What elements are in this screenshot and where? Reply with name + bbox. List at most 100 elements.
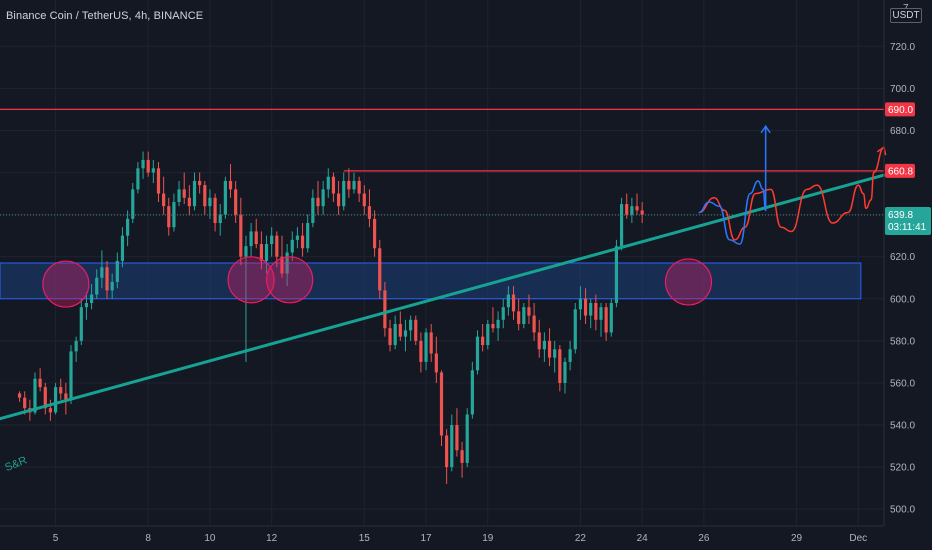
currency-button[interactable]: USDT <box>890 8 922 23</box>
candle <box>74 336 78 362</box>
ascending-trendline[interactable] <box>0 173 886 421</box>
candle-body <box>69 351 73 400</box>
candle <box>501 298 505 329</box>
candle <box>213 193 217 232</box>
candle-body <box>455 425 459 451</box>
candle-body <box>470 370 474 415</box>
candle-body <box>120 235 125 261</box>
candle <box>84 292 89 320</box>
candle <box>218 204 222 236</box>
candle-body <box>306 223 310 249</box>
candle <box>537 319 541 358</box>
candle-body <box>537 332 541 350</box>
candle-body <box>486 324 490 346</box>
candle <box>470 361 474 419</box>
highlight-circle[interactable] <box>664 258 713 306</box>
price-axis[interactable]: 500.0520.0540.0560.0580.0600.0620.0640.0… <box>883 0 915 526</box>
price-tick-label: 560.0 <box>890 378 915 389</box>
candle <box>141 151 145 179</box>
price-tags: 690.0 660.8 639.803:11:41 <box>885 102 931 236</box>
candle <box>547 328 552 367</box>
candle-body <box>172 201 176 228</box>
sr-zone[interactable] <box>0 262 862 300</box>
candle-body <box>151 168 155 173</box>
candle <box>300 223 305 257</box>
candle-body <box>115 260 119 282</box>
price-tick-label: 580.0 <box>890 336 915 347</box>
support-resistance-zone[interactable] <box>0 262 862 300</box>
candle <box>69 345 73 404</box>
circle-annotations[interactable]: S&R <box>3 256 713 474</box>
price-tick-label: 500.0 <box>890 505 915 516</box>
candle <box>362 185 366 215</box>
time-tick-label: 24 <box>637 533 649 544</box>
candle <box>388 319 392 352</box>
candle-body <box>383 290 387 329</box>
candle-body <box>95 277 99 295</box>
candle-body <box>167 206 171 228</box>
candle <box>89 284 94 310</box>
candle-body <box>517 311 521 325</box>
blue-projection-path[interactable] <box>698 126 767 245</box>
trendline-layer[interactable] <box>0 173 886 421</box>
candle <box>162 176 166 215</box>
candle-body <box>198 180 202 186</box>
time-tick-label: 17 <box>420 533 432 544</box>
highlight-circle[interactable] <box>42 260 90 308</box>
candle <box>234 180 238 224</box>
candle-body <box>336 193 341 207</box>
candle-body <box>409 319 413 331</box>
candle-body <box>33 378 37 413</box>
highlight-circle[interactable] <box>266 256 314 304</box>
candle-body <box>578 298 583 310</box>
candle-body <box>573 309 577 350</box>
candle-body <box>141 159 145 169</box>
candle <box>270 227 274 257</box>
candle <box>527 294 531 325</box>
candle-body <box>501 307 505 320</box>
highlight-circle[interactable] <box>227 256 275 304</box>
candle <box>506 286 510 316</box>
horizontal-levels[interactable] <box>0 108 884 172</box>
candle <box>409 315 413 341</box>
candle <box>182 172 186 205</box>
candle <box>316 180 320 215</box>
projection-paths[interactable] <box>698 124 887 245</box>
candle-body <box>635 206 639 211</box>
candle <box>64 382 68 415</box>
candle-body <box>100 267 104 278</box>
candle-body <box>414 319 418 341</box>
candle <box>475 330 480 375</box>
candle-body <box>254 231 258 245</box>
candle-body <box>352 180 356 190</box>
candle-body <box>619 204 624 247</box>
candle-body <box>228 180 233 190</box>
candle-body <box>604 307 608 333</box>
candle <box>599 302 603 337</box>
price-tag-660-bg <box>885 163 915 178</box>
candle-body <box>213 197 217 224</box>
candle-body <box>594 302 598 320</box>
candle-body <box>316 197 320 207</box>
bar-countdown: 03:11:41 <box>888 222 927 233</box>
time-tick-label: 10 <box>204 533 216 544</box>
candle <box>79 298 83 346</box>
candle <box>43 382 47 415</box>
candle-body <box>527 307 531 316</box>
candle-body <box>589 302 593 316</box>
candle <box>244 235 248 362</box>
candle-body <box>630 206 634 215</box>
sr-text-label[interactable]: S&R <box>3 454 29 474</box>
red-projection-path[interactable] <box>698 146 885 241</box>
candle <box>429 324 433 362</box>
candle <box>38 368 42 392</box>
candle-body <box>131 189 135 219</box>
time-axis[interactable]: 5 8 10 12 15 17 19 22 24 26 29 Dec <box>0 525 884 544</box>
candlestick-series <box>0 151 884 484</box>
candle-body <box>450 425 454 468</box>
candle-body <box>542 340 546 350</box>
candle-body <box>640 210 644 215</box>
candle <box>491 307 495 333</box>
